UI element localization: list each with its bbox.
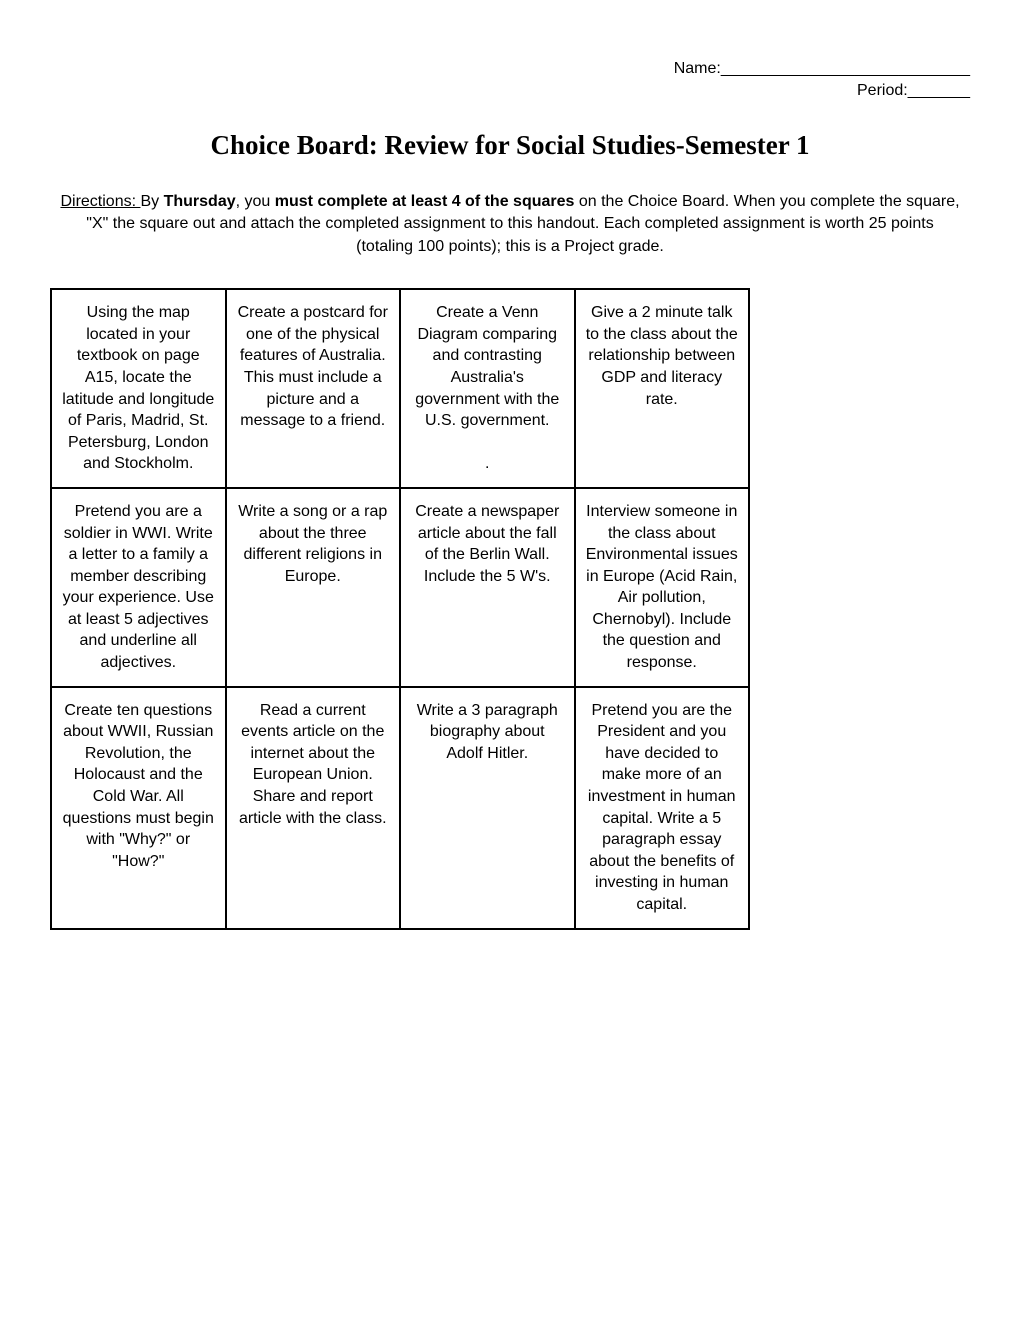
directions-day: Thursday <box>164 193 236 210</box>
directions-prefix: By <box>140 193 163 210</box>
period-line: Period:_______ <box>50 82 970 100</box>
choice-cell: Interview someone in the class about Env… <box>575 488 750 687</box>
choice-cell: Write a 3 paragraph biography about Adol… <box>400 687 575 929</box>
header-lines: Name:____________________________ Period… <box>50 60 970 100</box>
choice-cell: Create a newspaper article about the fal… <box>400 488 575 687</box>
table-row: Using the map located in your textbook o… <box>51 289 749 488</box>
name-label: Name: <box>674 60 721 77</box>
name-line: Name:____________________________ <box>50 60 970 78</box>
choice-cell: Write a song or a rap about the three di… <box>226 488 401 687</box>
page-title: Choice Board: Review for Social Studies-… <box>50 130 970 161</box>
directions-label: Directions: <box>60 193 140 210</box>
choice-cell: Using the map located in your textbook o… <box>51 289 226 488</box>
period-blank: _______ <box>908 82 970 99</box>
table-row: Pretend you are a soldier in WWI. Write … <box>51 488 749 687</box>
directions-bold2: must complete at least 4 of the squares <box>275 193 575 210</box>
table-row: Create ten questions about WWII, Russian… <box>51 687 749 929</box>
choice-cell: Create a Venn Diagram comparing and cont… <box>400 289 575 488</box>
name-blank: ____________________________ <box>721 60 970 77</box>
choice-cell: Pretend you are a soldier in WWI. Write … <box>51 488 226 687</box>
period-label: Period: <box>857 82 908 99</box>
choice-cell: Create ten questions about WWII, Russian… <box>51 687 226 929</box>
choice-cell: Pretend you are the President and you ha… <box>575 687 750 929</box>
choice-board-table: Using the map located in your textbook o… <box>50 288 750 929</box>
choice-cell: Read a current events article on the int… <box>226 687 401 929</box>
directions-mid1: , you <box>236 193 275 210</box>
directions-paragraph: Directions: By Thursday, you must comple… <box>50 191 970 258</box>
choice-cell: Give a 2 minute talk to the class about … <box>575 289 750 488</box>
choice-cell: Create a postcard for one of the physica… <box>226 289 401 488</box>
